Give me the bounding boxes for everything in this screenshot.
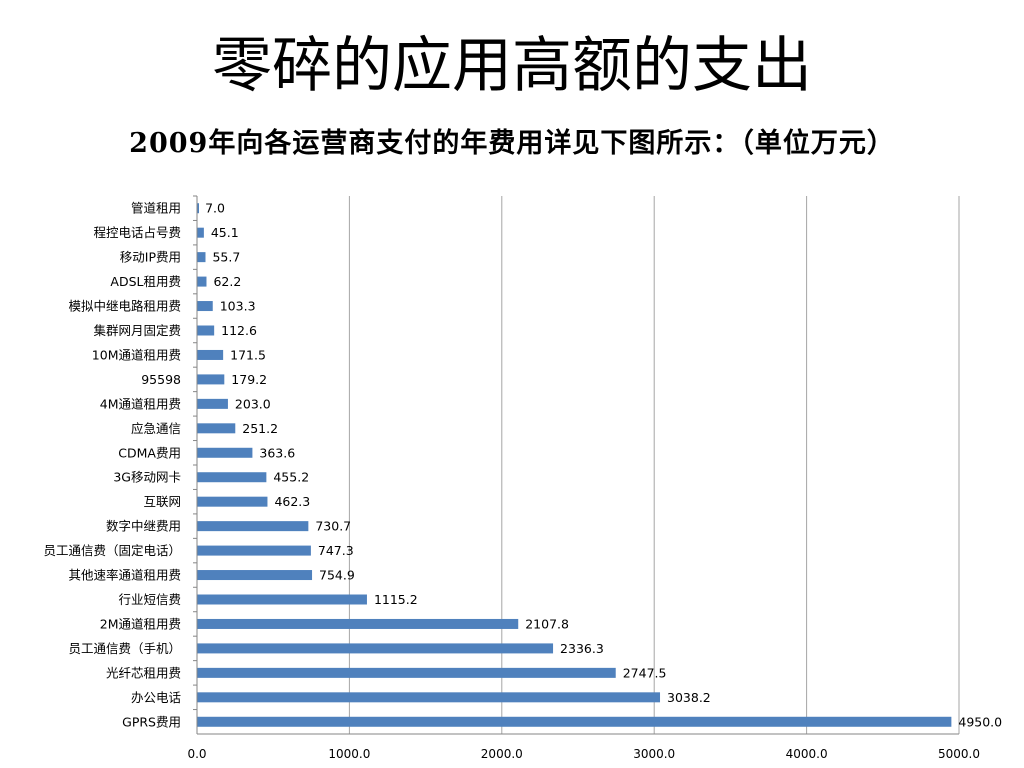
- x-tick-label: 0.0: [187, 747, 206, 761]
- bar: [197, 301, 213, 312]
- category-label: 数字中继费用: [106, 519, 181, 534]
- value-label: 747.3: [318, 543, 354, 558]
- bar: [197, 716, 952, 727]
- category-label: 其他速率通道租用费: [68, 568, 181, 583]
- value-label: 363.6: [259, 445, 295, 460]
- bar: [197, 594, 367, 605]
- value-label: 171.5: [230, 347, 266, 362]
- bar: [197, 276, 207, 287]
- value-label: 754.9: [319, 568, 355, 583]
- bar: [197, 570, 313, 581]
- x-tick-label: 5000.0: [938, 747, 980, 761]
- bar: [197, 325, 215, 336]
- bar: [197, 667, 616, 678]
- category-label: 行业短信费: [118, 592, 181, 607]
- value-label: 455.2: [273, 470, 309, 485]
- x-tick-label: 3000.0: [633, 747, 675, 761]
- bar: [197, 472, 267, 483]
- value-label: 462.3: [274, 494, 310, 509]
- bar: [197, 423, 236, 434]
- value-label: 179.2: [231, 372, 267, 387]
- category-label: 10M通道租用费: [92, 347, 181, 362]
- value-label: 203.0: [235, 396, 271, 411]
- value-label: 2107.8: [525, 616, 569, 631]
- bar: [197, 227, 204, 238]
- category-label: GPRS费用: [122, 714, 181, 729]
- category-label: 2M通道租用费: [100, 616, 181, 631]
- page-title: 零碎的应用高额的支出: [212, 31, 812, 101]
- category-label: 95598: [141, 372, 181, 387]
- category-label: 员工通信费（固定电话）: [43, 543, 181, 558]
- bar: [197, 349, 224, 360]
- value-label: 62.2: [213, 274, 241, 289]
- bar: [197, 692, 661, 703]
- bar: [197, 374, 225, 385]
- category-label: 移动IP费用: [120, 250, 181, 265]
- category-label: 互联网: [143, 494, 181, 509]
- category-label: ADSL租用费: [110, 274, 181, 289]
- page-subtitle: 2009年向各运营商支付的年费用详见下图所示：（单位万元）: [129, 128, 895, 159]
- value-label: 45.1: [211, 225, 239, 240]
- category-label: 集群网月固定费: [93, 323, 181, 338]
- value-label: 2336.3: [560, 641, 604, 656]
- bar: [197, 252, 206, 263]
- bar: [197, 496, 268, 507]
- value-label: 103.3: [220, 299, 256, 314]
- bar: [197, 643, 554, 654]
- category-label: 办公电话: [131, 690, 181, 705]
- category-label: 4M通道租用费: [100, 396, 181, 411]
- bar: [197, 618, 519, 629]
- category-label: 管道租用: [131, 201, 181, 216]
- category-label: 模拟中继电路租用费: [68, 299, 181, 314]
- value-label: 3038.2: [667, 690, 711, 705]
- bar: [197, 521, 309, 532]
- value-label: 1115.2: [374, 592, 418, 607]
- category-label: 员工通信费（手机）: [68, 641, 181, 656]
- bar: [197, 447, 253, 458]
- bar: [197, 545, 311, 556]
- value-label: 7.0: [205, 201, 225, 216]
- bar: [197, 203, 199, 214]
- bar: [197, 398, 228, 409]
- x-tick-label: 4000.0: [786, 747, 828, 761]
- category-label: 光纤芯租用费: [106, 665, 181, 680]
- category-label: CDMA费用: [118, 445, 181, 460]
- value-label: 730.7: [315, 519, 351, 534]
- value-label: 4950.0: [958, 714, 1002, 729]
- value-label: 55.7: [212, 250, 240, 265]
- value-label: 112.6: [221, 323, 257, 338]
- category-label: 程控电话占号费: [93, 225, 181, 240]
- value-label: 251.2: [242, 421, 278, 436]
- x-tick-label: 1000.0: [328, 747, 370, 761]
- category-label: 应急通信: [131, 421, 181, 436]
- value-label: 2747.5: [623, 665, 667, 680]
- category-label: 3G移动网卡: [113, 470, 181, 485]
- x-tick-label: 2000.0: [481, 747, 523, 761]
